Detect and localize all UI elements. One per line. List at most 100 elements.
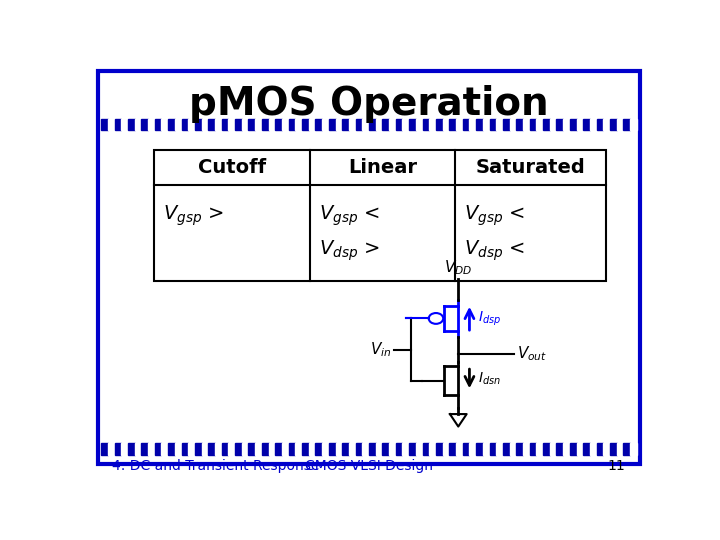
Bar: [523, 443, 530, 455]
Bar: [603, 443, 610, 455]
Bar: [362, 119, 369, 131]
Bar: [155, 443, 161, 455]
Bar: [336, 119, 342, 131]
Bar: [449, 443, 456, 455]
Bar: [114, 119, 121, 131]
Bar: [543, 443, 550, 455]
Bar: [101, 443, 108, 455]
Bar: [557, 119, 563, 131]
Bar: [242, 443, 248, 455]
Bar: [590, 443, 597, 455]
Bar: [108, 119, 114, 131]
Bar: [309, 119, 315, 131]
Bar: [202, 443, 208, 455]
Bar: [295, 443, 302, 455]
Bar: [396, 443, 402, 455]
Text: pMOS Operation: pMOS Operation: [189, 85, 549, 123]
Bar: [235, 119, 242, 131]
Bar: [248, 119, 255, 131]
Bar: [329, 443, 336, 455]
Bar: [423, 443, 429, 455]
Text: Cutoff: Cutoff: [198, 158, 266, 177]
Bar: [262, 443, 269, 455]
Bar: [275, 443, 282, 455]
Text: $V_{out}$: $V_{out}$: [517, 345, 547, 363]
Bar: [476, 443, 483, 455]
Bar: [195, 443, 202, 455]
Bar: [583, 119, 590, 131]
Bar: [202, 119, 208, 131]
Bar: [168, 119, 175, 131]
Bar: [577, 119, 583, 131]
Bar: [148, 119, 155, 131]
Bar: [108, 443, 114, 455]
Bar: [289, 119, 295, 131]
Bar: [148, 443, 155, 455]
Bar: [215, 119, 222, 131]
Bar: [248, 443, 255, 455]
Bar: [597, 119, 603, 131]
Bar: [490, 443, 496, 455]
Bar: [228, 119, 235, 131]
Bar: [309, 443, 315, 455]
Bar: [135, 443, 141, 455]
Bar: [456, 443, 463, 455]
Bar: [382, 443, 389, 455]
Bar: [429, 119, 436, 131]
Bar: [175, 119, 181, 131]
Bar: [269, 119, 275, 131]
Bar: [402, 443, 409, 455]
Bar: [195, 119, 202, 131]
Bar: [503, 119, 510, 131]
Bar: [356, 443, 362, 455]
Bar: [356, 119, 362, 131]
Bar: [624, 443, 630, 455]
Bar: [610, 119, 617, 131]
Bar: [630, 443, 637, 455]
Bar: [315, 119, 322, 131]
Bar: [242, 119, 248, 131]
Bar: [503, 443, 510, 455]
Bar: [282, 119, 289, 131]
Bar: [255, 443, 262, 455]
Bar: [128, 119, 135, 131]
Bar: [436, 119, 443, 131]
Bar: [557, 443, 563, 455]
Bar: [630, 119, 637, 131]
Bar: [369, 119, 376, 131]
Text: $V_{gsp}$ <: $V_{gsp}$ <: [464, 204, 525, 228]
Bar: [329, 119, 336, 131]
Bar: [469, 119, 476, 131]
Bar: [563, 119, 570, 131]
Bar: [322, 119, 329, 131]
Text: $V_{gsp}$ >: $V_{gsp}$ >: [163, 204, 223, 228]
Bar: [563, 443, 570, 455]
Bar: [269, 443, 275, 455]
Bar: [624, 119, 630, 131]
Text: CMOS VLSI Design: CMOS VLSI Design: [305, 460, 433, 474]
Bar: [235, 443, 242, 455]
Bar: [416, 119, 423, 131]
Bar: [536, 443, 543, 455]
Text: $V_{dsp}$ >: $V_{dsp}$ >: [319, 238, 379, 262]
Bar: [188, 443, 195, 455]
Bar: [577, 443, 583, 455]
Bar: [315, 443, 322, 455]
Bar: [603, 119, 610, 131]
Bar: [449, 119, 456, 131]
Bar: [617, 119, 624, 131]
Bar: [141, 119, 148, 131]
Text: $I_{dsp}$: $I_{dsp}$: [478, 309, 501, 328]
Bar: [121, 119, 128, 131]
Bar: [510, 443, 516, 455]
Bar: [342, 119, 349, 131]
Bar: [342, 443, 349, 455]
Text: $I_{dsn}$: $I_{dsn}$: [478, 370, 500, 387]
Bar: [610, 443, 617, 455]
Bar: [516, 119, 523, 131]
Text: Linear: Linear: [348, 158, 418, 177]
Bar: [336, 443, 342, 455]
Bar: [376, 119, 382, 131]
Bar: [349, 443, 356, 455]
Bar: [483, 443, 490, 455]
